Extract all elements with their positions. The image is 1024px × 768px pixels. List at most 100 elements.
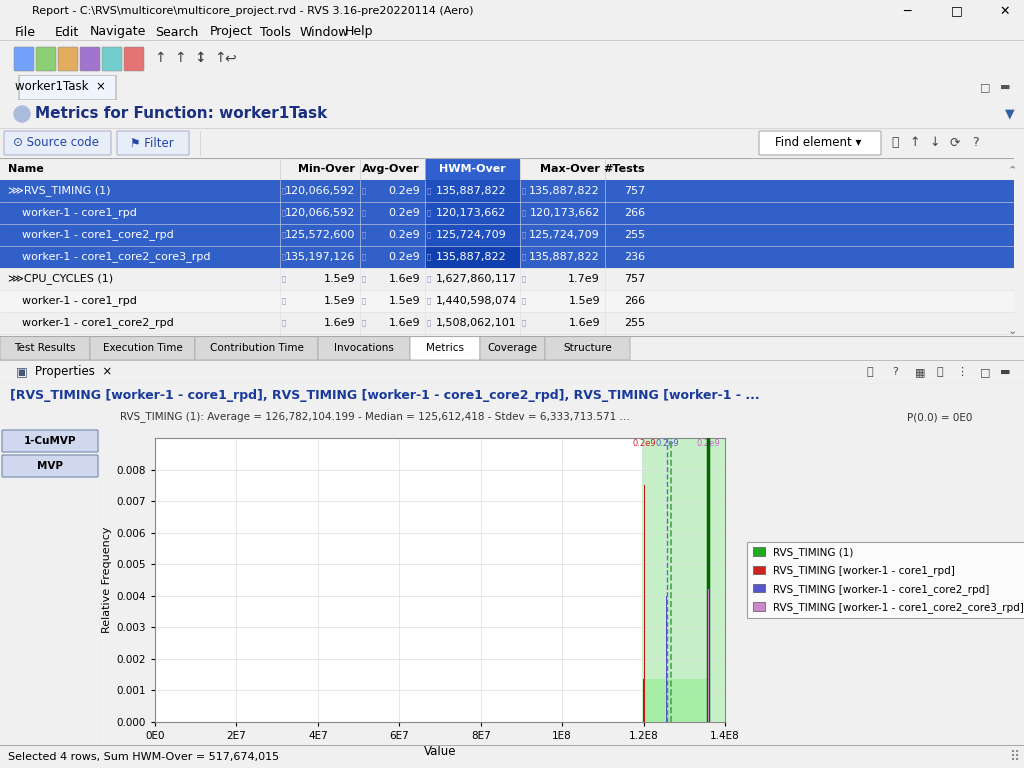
FancyBboxPatch shape — [36, 47, 56, 71]
Text: 120,173,662: 120,173,662 — [529, 208, 600, 218]
Text: ⟳: ⟳ — [949, 137, 961, 150]
FancyBboxPatch shape — [425, 224, 520, 246]
Text: 1.7e9: 1.7e9 — [568, 274, 600, 284]
Text: 🖻: 🖻 — [522, 276, 526, 283]
Text: 🖻: 🖻 — [282, 276, 287, 283]
Text: 🖻: 🖻 — [362, 232, 367, 238]
FancyBboxPatch shape — [425, 158, 520, 180]
Text: 🖻: 🖻 — [362, 253, 367, 260]
Text: 0.2e9: 0.2e9 — [388, 252, 420, 262]
FancyBboxPatch shape — [0, 290, 1014, 312]
FancyBboxPatch shape — [545, 336, 630, 360]
Text: ↓: ↓ — [930, 137, 940, 150]
FancyBboxPatch shape — [0, 336, 90, 360]
FancyBboxPatch shape — [425, 180, 520, 202]
Text: File: File — [15, 25, 36, 38]
Text: 🖻: 🖻 — [282, 319, 287, 326]
Bar — [643, 680, 708, 722]
Text: 🖻: 🖻 — [282, 210, 287, 217]
Text: ↑: ↑ — [155, 51, 166, 65]
Text: worker-1 - core1_rpd: worker-1 - core1_rpd — [8, 296, 137, 306]
Text: ⋙CPU_CYCLES (1): ⋙CPU_CYCLES (1) — [8, 273, 113, 284]
FancyBboxPatch shape — [195, 336, 318, 360]
Text: Name: Name — [8, 164, 44, 174]
FancyBboxPatch shape — [0, 180, 1014, 202]
Text: worker-1 - core1_rpd: worker-1 - core1_rpd — [8, 207, 137, 218]
FancyBboxPatch shape — [102, 47, 122, 71]
FancyBboxPatch shape — [0, 246, 1014, 268]
Text: 0.2e9: 0.2e9 — [655, 439, 679, 449]
Text: 📊: 📊 — [937, 367, 943, 377]
Text: 0.2e9: 0.2e9 — [388, 186, 420, 196]
Text: worker-1 - core1_core2_rpd: worker-1 - core1_core2_rpd — [8, 230, 174, 240]
Text: #Tests: #Tests — [603, 164, 645, 174]
Text: 135,887,822: 135,887,822 — [436, 252, 507, 262]
Text: ?: ? — [972, 137, 978, 150]
FancyBboxPatch shape — [2, 455, 98, 477]
Text: 1.5e9: 1.5e9 — [388, 296, 420, 306]
FancyBboxPatch shape — [58, 47, 78, 71]
Text: ⠿: ⠿ — [1010, 750, 1020, 764]
Text: 🖻: 🖻 — [522, 210, 526, 217]
Text: □: □ — [980, 367, 990, 377]
Text: Window: Window — [300, 25, 349, 38]
FancyBboxPatch shape — [425, 202, 520, 224]
Text: Invocations: Invocations — [334, 343, 394, 353]
Text: 135,887,822: 135,887,822 — [529, 252, 600, 262]
Text: Tools: Tools — [260, 25, 291, 38]
Text: 🖻: 🖻 — [427, 232, 431, 238]
Text: ↑: ↑ — [214, 51, 226, 65]
Text: 255: 255 — [624, 318, 645, 328]
Text: 1.5e9: 1.5e9 — [324, 274, 355, 284]
Text: 255: 255 — [624, 230, 645, 240]
Text: ?: ? — [892, 367, 898, 377]
Text: worker-1 - core1_core2_core3_rpd: worker-1 - core1_core2_core3_rpd — [8, 252, 211, 263]
Text: Project: Project — [210, 25, 253, 38]
Text: ↩: ↩ — [224, 51, 236, 65]
Text: □: □ — [980, 82, 990, 92]
Text: [RVS_TIMING [worker-1 - core1_rpd], RVS_TIMING [worker-1 - core1_core2_rpd], RVS: [RVS_TIMING [worker-1 - core1_rpd], RVS_… — [10, 389, 760, 402]
Text: 🖻: 🖻 — [522, 187, 526, 194]
FancyBboxPatch shape — [124, 47, 144, 71]
Text: 🖻: 🖻 — [522, 253, 526, 260]
FancyBboxPatch shape — [117, 131, 189, 155]
Text: ▣: ▣ — [16, 366, 28, 379]
FancyBboxPatch shape — [0, 202, 1014, 224]
Text: Edit: Edit — [55, 25, 79, 38]
Text: 1.6e9: 1.6e9 — [568, 318, 600, 328]
Text: Metrics: Metrics — [426, 343, 464, 353]
Text: Avg-Over: Avg-Over — [362, 164, 420, 174]
Text: ▦: ▦ — [914, 367, 926, 377]
Text: 135,887,822: 135,887,822 — [529, 186, 600, 196]
Text: 125,572,600: 125,572,600 — [285, 230, 355, 240]
FancyBboxPatch shape — [4, 131, 111, 155]
Text: ⌄: ⌄ — [1008, 326, 1017, 336]
FancyBboxPatch shape — [0, 224, 1014, 246]
Text: Selected 4 rows, Sum HWM-Over = 517,674,015: Selected 4 rows, Sum HWM-Over = 517,674,… — [8, 752, 280, 762]
FancyBboxPatch shape — [2, 430, 98, 452]
FancyBboxPatch shape — [480, 336, 545, 360]
Text: 🖻: 🖻 — [522, 232, 526, 238]
Text: 1,440,598,074: 1,440,598,074 — [436, 296, 517, 306]
Text: ✕: ✕ — [999, 5, 1011, 18]
Text: 🖻: 🖻 — [427, 319, 431, 326]
FancyBboxPatch shape — [80, 47, 100, 71]
Text: ⋮: ⋮ — [956, 367, 968, 377]
Text: 🖻: 🖻 — [362, 276, 367, 283]
Text: Min-Over: Min-Over — [298, 164, 355, 174]
FancyBboxPatch shape — [759, 131, 881, 155]
Text: 266: 266 — [624, 208, 645, 218]
Text: 1.6e9: 1.6e9 — [388, 318, 420, 328]
Text: 🖻: 🖻 — [282, 187, 287, 194]
Text: ▬: ▬ — [999, 367, 1011, 377]
Text: 1.6e9: 1.6e9 — [388, 274, 420, 284]
Text: 1.6e9: 1.6e9 — [324, 318, 355, 328]
Text: 757: 757 — [624, 186, 645, 196]
Text: Report - C:\RVS\multicore\multicore_project.rvd - RVS 3.16-pre20220114 (Aero): Report - C:\RVS\multicore\multicore_proj… — [32, 5, 473, 16]
Text: 135,197,126: 135,197,126 — [285, 252, 355, 262]
Text: 🖻: 🖻 — [362, 187, 367, 194]
Text: 1,508,062,101: 1,508,062,101 — [436, 318, 517, 328]
Text: 🖻: 🖻 — [522, 319, 526, 326]
Text: 120,173,662: 120,173,662 — [436, 208, 507, 218]
Bar — [641, 438, 725, 722]
